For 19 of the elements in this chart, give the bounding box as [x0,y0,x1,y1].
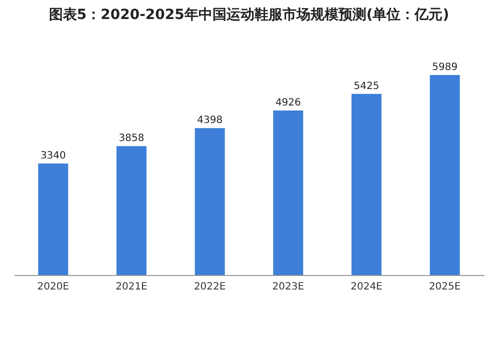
bar [352,94,382,275]
data-label: 5425 [354,80,380,92]
bar [38,163,68,275]
x-tick-label: 2023E [272,282,304,292]
x-tick-label: 2024E [350,282,382,292]
data-label: 3858 [118,133,144,144]
chart-title: 图表5：2020-2025年中国运动鞋服市场规模预测(单位：亿元) [48,6,450,23]
data-label: 5989 [432,62,458,73]
data-label: 4926 [275,98,301,108]
data-label: 3340 [40,150,66,162]
bar [194,128,225,275]
x-tick-label: 2022E [194,282,226,292]
bar [116,146,146,275]
bar [273,110,304,275]
x-tick-label: 2020E [37,282,70,292]
x-tick-label: 2021E [116,282,148,292]
data-label: 4398 [197,115,223,126]
bar [430,75,460,275]
x-tick-label: 2025E [428,282,461,292]
